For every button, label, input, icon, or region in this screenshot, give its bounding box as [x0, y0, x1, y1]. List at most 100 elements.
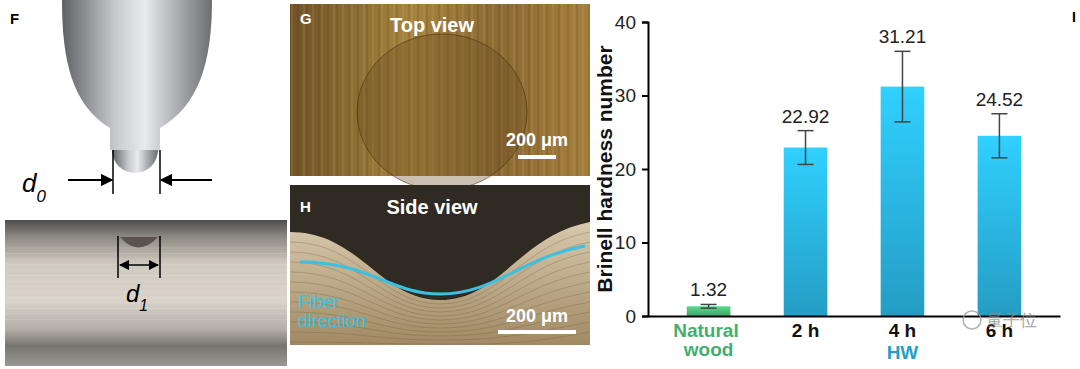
- x-tick-label: 4 h: [889, 320, 916, 341]
- wood-fiber: [529, 4, 530, 176]
- scale-bar: [518, 155, 556, 159]
- panel-g: GTop view200 μm: [290, 4, 590, 190]
- wood-fiber: [304, 4, 305, 176]
- y-tick: 0: [625, 306, 648, 327]
- y-axis-title: Brinell hardness number: [593, 45, 616, 292]
- error-bar-cap: [701, 307, 717, 309]
- specimen-photo: [5, 220, 287, 366]
- wood-fiber: [334, 4, 335, 176]
- wood-grain: [5, 286, 287, 287]
- wood-fiber: [583, 4, 584, 176]
- symbol-label: d0: [22, 168, 46, 206]
- bar: [687, 306, 731, 316]
- watermark-text: 量子位: [986, 310, 1037, 330]
- panel-title: Side view: [386, 196, 478, 218]
- figure: Fd0 d1 GTop view200 μm H Side view Fiber dire…: [0, 0, 1080, 369]
- wood-grain: [5, 270, 287, 271]
- indentation: [120, 237, 158, 248]
- bar: [784, 148, 828, 316]
- data-label: 1.32: [690, 279, 727, 300]
- wood-fiber: [532, 4, 533, 176]
- panel-label: I: [1072, 9, 1076, 25]
- wood-fiber: [307, 4, 308, 176]
- error-bar-cap: [894, 121, 910, 123]
- y-tick-mark: [642, 95, 648, 97]
- wood-fiber: [574, 4, 575, 176]
- error-bar-cap: [701, 304, 717, 306]
- wood-fiber: [322, 4, 323, 176]
- indentation: [357, 34, 527, 190]
- indenter-ball: [112, 150, 158, 173]
- y-tick-mark: [642, 242, 648, 244]
- dimension-tick: [112, 150, 114, 194]
- error-bar-cap: [894, 51, 910, 53]
- wood-grain: [5, 319, 287, 320]
- wood-fiber: [358, 4, 359, 176]
- dimension-arrow: [120, 264, 158, 266]
- wood-fiber: [313, 4, 314, 176]
- bars: [687, 51, 1021, 316]
- symbol-label: d1: [126, 280, 148, 314]
- y-tick-label: 40: [615, 12, 636, 33]
- wood-section: [290, 222, 590, 345]
- watermark-icon: [963, 311, 981, 329]
- wood-fiber: [328, 4, 329, 176]
- wood-fiber: [292, 4, 293, 176]
- scale-bar-label: 200 μm: [506, 306, 568, 326]
- wood-grain: [5, 253, 287, 254]
- y-tick-mark: [642, 169, 648, 171]
- y-axis: 0 10 20 30 40: [615, 12, 649, 327]
- group-label: HW: [887, 342, 919, 363]
- panel-label: H: [300, 198, 311, 215]
- error-bar-stem: [805, 131, 807, 165]
- error-bar-cap: [991, 157, 1007, 159]
- wood-fiber: [337, 4, 338, 176]
- wood-grain: [5, 248, 287, 249]
- dimension-tick: [159, 236, 161, 278]
- panel-f: Fd0 d1: [5, 0, 287, 366]
- wood-grain: [5, 281, 287, 282]
- background: [0, 0, 1080, 369]
- y-tick-mark: [642, 316, 648, 318]
- dimension-arrow: [161, 179, 212, 181]
- y-axis-line: [642, 23, 649, 317]
- wood-fiber: [568, 4, 569, 176]
- wood-fiber: [559, 4, 560, 176]
- dimension-tick: [117, 236, 119, 278]
- y-tick-label: 10: [615, 232, 636, 253]
- wood-grain: [5, 264, 287, 265]
- dimension-arrow: [68, 179, 112, 181]
- y-tick-label: 30: [615, 85, 636, 106]
- error-bar-stem: [999, 114, 1001, 158]
- y-tick-label: 20: [615, 159, 636, 180]
- y-tick: 10: [615, 232, 648, 253]
- error-bar-cap: [798, 130, 814, 132]
- panel-h: H Side view Fiber direction 200 μm: [290, 185, 590, 345]
- wood-grain: [5, 292, 287, 293]
- wood-fiber: [349, 4, 350, 176]
- fiber-curve: [300, 246, 585, 294]
- x-tick: Natural wood: [673, 316, 744, 360]
- wood-fiber: [562, 4, 563, 176]
- wood-fiber: [352, 4, 353, 176]
- annotation: Fiber direction: [298, 292, 366, 331]
- y-tick: 30: [615, 85, 648, 106]
- bar-chart: I1.3222.9231.2124.52010203040Natural woo…: [593, 9, 1076, 363]
- scale-bar-label: 200 μm: [506, 130, 568, 150]
- dimension-tick: [159, 150, 161, 194]
- data-label: 31.21: [879, 26, 927, 47]
- indenter-shaft: [62, 0, 212, 150]
- side-view-photo: [290, 185, 590, 345]
- panel-label: G: [300, 10, 312, 27]
- scale-bar: [498, 330, 576, 334]
- error-bar-stem: [902, 51, 904, 122]
- panel-label: F: [10, 10, 19, 27]
- x-tick-label: 2 h: [792, 320, 819, 341]
- watermark: 量子位: [963, 310, 1037, 330]
- error-bar-cap: [991, 113, 1007, 115]
- wood-fiber: [319, 4, 320, 176]
- wood-fiber: [547, 4, 548, 176]
- wood-fiber: [343, 4, 344, 176]
- wood-fiber: [298, 4, 299, 176]
- x-tick-label: Natural wood: [673, 320, 744, 360]
